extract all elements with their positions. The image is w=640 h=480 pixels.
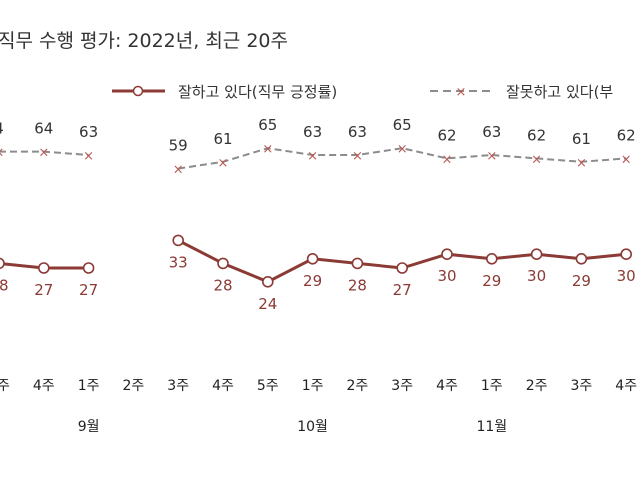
negative-point: × — [307, 149, 318, 164]
legend-marker-negative: × — [456, 85, 467, 100]
chart-title: 직무 수행 평가: 2022년, 최근 20주 — [0, 30, 288, 52]
negative-point: × — [352, 149, 363, 164]
positive-point — [351, 257, 364, 270]
x-tick-label: 4주 — [212, 378, 234, 394]
x-month-label: 10월 — [297, 419, 328, 435]
negative-point: × — [0, 146, 4, 161]
negative-point: × — [173, 163, 184, 178]
positive-value-label: 27 — [79, 281, 98, 299]
negative-point: × — [218, 156, 229, 171]
negative-point: × — [486, 149, 497, 164]
x-month-label: 11월 — [476, 419, 507, 435]
x-tick-label: 1주 — [302, 378, 324, 394]
x-tick-label: 2주 — [123, 378, 145, 394]
positive-point — [261, 275, 274, 288]
x-tick-label: 3주 — [0, 378, 10, 394]
x-tick-label: 3주 — [571, 378, 593, 394]
x-tick-label: 1주 — [481, 378, 503, 394]
negative-point: × — [262, 142, 273, 157]
negative-point: × — [442, 152, 453, 167]
negative-value-label: 65 — [393, 116, 412, 134]
positive-value-label: 30 — [617, 267, 636, 285]
positive-value-label: 29 — [482, 272, 501, 290]
positive-value-label: 29 — [303, 272, 322, 290]
legend-item-positive: 잘하고 있다(직무 긍정률) — [112, 83, 337, 101]
positive-point — [37, 262, 50, 274]
x-tick-label: 3주 — [391, 378, 413, 394]
negative-value-label: 61 — [572, 130, 591, 148]
x-tick-label: 4주 — [436, 378, 458, 394]
negative-value-label: 64 — [34, 120, 53, 138]
negative-value-label: 63 — [348, 123, 367, 141]
positive-point — [530, 248, 543, 260]
negative-series: × × × × × × × × × × × × × × — [0, 142, 632, 178]
legend-marker-positive — [132, 85, 144, 97]
positive-value-label: 28 — [348, 276, 367, 294]
negative-value-label: 62 — [617, 126, 636, 144]
x-tick-label: 1주 — [78, 378, 100, 394]
legend-label-negative: 잘못하고 있다(부 — [506, 83, 613, 101]
positive-point — [0, 257, 5, 270]
x-tick-label: 5주 — [257, 378, 279, 394]
positive-point — [620, 248, 633, 260]
positive-point — [172, 234, 184, 247]
negative-value-label: 63 — [79, 123, 98, 141]
positive-value-label: 30 — [527, 267, 546, 285]
x-tick-label: 4주 — [615, 378, 637, 394]
negative-point: × — [576, 156, 587, 171]
positive-value-label: 24 — [258, 295, 277, 313]
positive-point — [82, 262, 95, 274]
negative-value-label: 4 — [0, 120, 4, 138]
negative-line-segment — [178, 147, 627, 170]
positive-value-label: 33 — [169, 253, 188, 271]
negative-value-label: 59 — [169, 137, 188, 155]
positive-point — [396, 262, 409, 274]
positive-value-label: 27 — [34, 281, 53, 299]
negative-point: × — [397, 142, 408, 157]
negative-value-label: 63 — [482, 123, 501, 141]
positive-point — [306, 252, 319, 265]
x-tick-label: 2주 — [526, 378, 548, 394]
positive-point — [575, 252, 588, 265]
positive-value-label: 30 — [437, 267, 456, 285]
data-labels: 4 64 63 59 61 65 63 63 65 62 63 62 61 62 28 27 27 33 28 24 2… — [0, 116, 636, 313]
legend-item-negative: × 잘못하고 있다(부 — [430, 83, 613, 101]
x-tick-label: 4주 — [33, 378, 55, 394]
positive-value-label: 28 — [213, 276, 232, 294]
negative-point: × — [38, 146, 49, 161]
negative-value-label: 61 — [213, 130, 232, 148]
legend: 잘하고 있다(직무 긍정률) × 잘못하고 있다(부 — [112, 83, 613, 101]
legend-label-positive: 잘하고 있다(직무 긍정률) — [178, 83, 337, 101]
negative-value-label: 63 — [303, 123, 322, 141]
x-tick-label: 3주 — [167, 378, 189, 394]
negative-point: × — [621, 152, 632, 167]
positive-series — [0, 234, 633, 288]
x-tick-label: 2주 — [347, 378, 369, 394]
positive-line-segment — [177, 239, 627, 284]
negative-value-label: 62 — [527, 126, 546, 144]
positive-point — [485, 252, 498, 265]
negative-point: × — [531, 152, 542, 167]
positive-point — [441, 248, 453, 260]
positive-point — [217, 257, 229, 270]
negative-value-label: 62 — [437, 126, 456, 144]
x-month-label: 9월 — [78, 419, 100, 435]
negative-line-segment — [0, 150, 89, 156]
x-axis: 3주 4주 1주 2주 3주 4주 5주 1주 2주 3주 4주 1주 2주 3주 4주 9월 10월 11월 — [0, 378, 637, 435]
negative-point: × — [83, 149, 94, 164]
positive-value-label: 27 — [393, 281, 412, 299]
positive-value-label: 28 — [0, 276, 9, 294]
negative-value-label: 65 — [258, 116, 277, 134]
positive-value-label: 29 — [572, 272, 591, 290]
